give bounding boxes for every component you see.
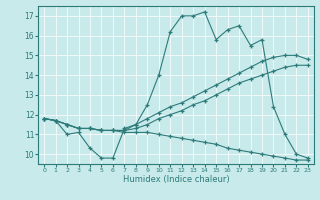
X-axis label: Humidex (Indice chaleur): Humidex (Indice chaleur): [123, 175, 229, 184]
